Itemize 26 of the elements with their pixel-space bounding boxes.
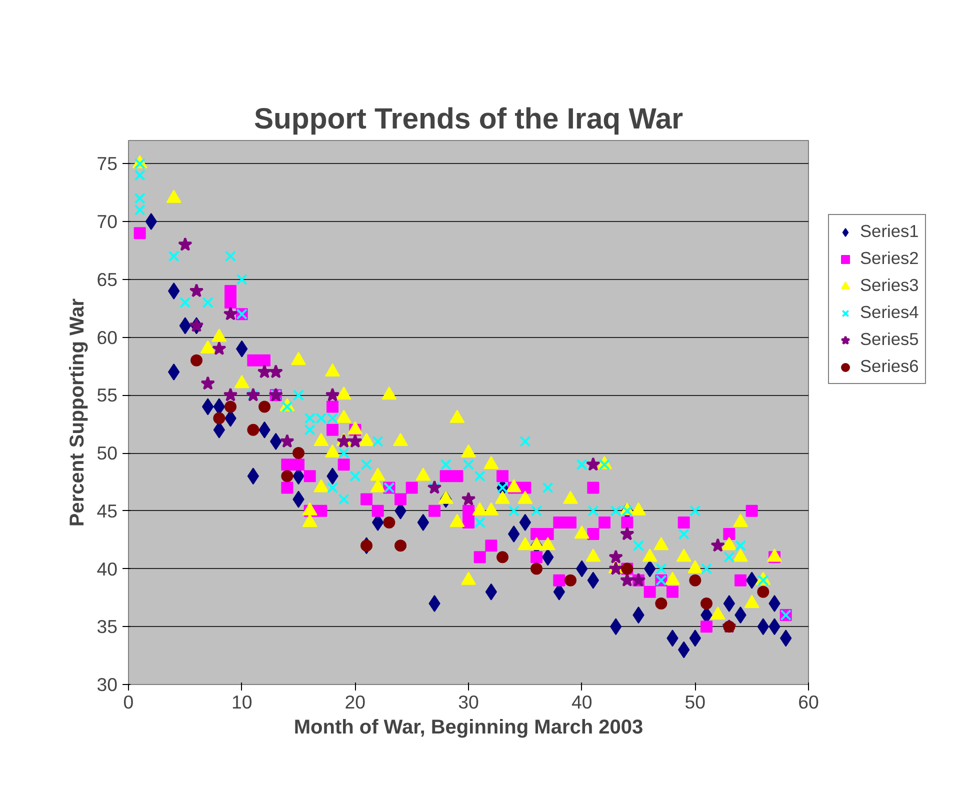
x-tick-label: 60 — [798, 692, 819, 712]
y-axis-title: Percent Supporting War — [66, 298, 89, 527]
y-tick-label: 55 — [96, 384, 118, 406]
x-tick-label: 10 — [231, 692, 252, 712]
x-tick-label: 0 — [123, 692, 134, 712]
y-tick-label: 70 — [96, 211, 118, 232]
chart-title: Support Trends of the Iraq War — [254, 102, 684, 136]
y-tick-label: 40 — [96, 558, 118, 580]
y-tick-label: 60 — [96, 326, 118, 348]
legend-label: Series6 — [860, 356, 919, 377]
x-axis-title: Month of War, Beginning March 2003 — [294, 716, 644, 738]
y-tick-label: 50 — [96, 442, 118, 464]
legend-label: Series4 — [860, 302, 919, 323]
x-tick-label: 50 — [684, 692, 706, 712]
y-tick-label: 65 — [96, 268, 118, 290]
legend-label: Series5 — [860, 329, 919, 350]
legend-label: Series1 — [860, 221, 919, 242]
legend-label: Series2 — [860, 248, 919, 269]
x-tick-label: 40 — [571, 692, 592, 712]
x-tick-label: 20 — [344, 692, 366, 712]
legend-label: Series3 — [860, 275, 919, 296]
y-tick-label: 75 — [96, 153, 118, 174]
y-tick-label: 30 — [96, 674, 118, 695]
y-tick-label: 45 — [96, 500, 118, 522]
x-tick-label: 30 — [458, 692, 479, 712]
y-tick-label: 35 — [96, 616, 118, 638]
